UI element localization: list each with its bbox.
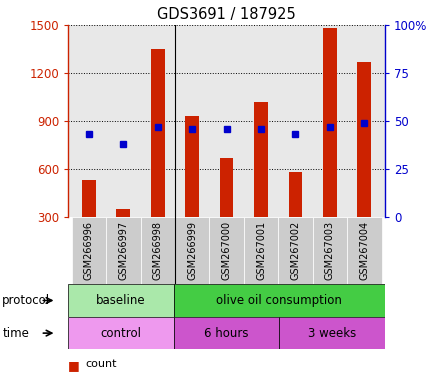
Bar xyxy=(72,217,106,284)
Text: time: time xyxy=(2,327,29,339)
Bar xyxy=(254,102,268,217)
Text: GSM267002: GSM267002 xyxy=(290,221,301,280)
Bar xyxy=(174,317,279,349)
Text: GSM266996: GSM266996 xyxy=(84,221,94,280)
Bar xyxy=(244,217,278,284)
Text: 3 weeks: 3 weeks xyxy=(308,327,356,339)
Text: protocol: protocol xyxy=(2,294,50,307)
Bar xyxy=(185,116,199,217)
Text: GSM267004: GSM267004 xyxy=(359,221,369,280)
Bar xyxy=(140,217,175,284)
Text: GSM266998: GSM266998 xyxy=(153,221,163,280)
Bar xyxy=(209,217,244,284)
Bar xyxy=(289,172,302,217)
Bar xyxy=(357,62,371,217)
Bar xyxy=(151,49,165,217)
Bar xyxy=(106,217,140,284)
Text: GSM267003: GSM267003 xyxy=(325,221,335,280)
Bar xyxy=(278,217,313,284)
Text: control: control xyxy=(100,327,142,339)
Text: baseline: baseline xyxy=(96,294,146,307)
Text: count: count xyxy=(86,359,117,369)
Text: ■: ■ xyxy=(68,359,80,372)
Bar xyxy=(279,317,385,349)
Text: 6 hours: 6 hours xyxy=(204,327,249,339)
Bar xyxy=(313,217,347,284)
Bar xyxy=(323,28,337,217)
Bar xyxy=(220,158,234,217)
Bar xyxy=(174,284,385,317)
Text: GSM267000: GSM267000 xyxy=(222,221,231,280)
Bar xyxy=(347,217,381,284)
Bar xyxy=(82,180,96,217)
Text: GSM267001: GSM267001 xyxy=(256,221,266,280)
Bar xyxy=(175,217,209,284)
Text: GSM266999: GSM266999 xyxy=(187,221,197,280)
Bar xyxy=(68,284,174,317)
Text: GSM266997: GSM266997 xyxy=(118,221,128,280)
Text: olive oil consumption: olive oil consumption xyxy=(216,294,342,307)
Bar xyxy=(68,317,174,349)
Title: GDS3691 / 187925: GDS3691 / 187925 xyxy=(157,7,296,22)
Bar xyxy=(117,209,130,217)
